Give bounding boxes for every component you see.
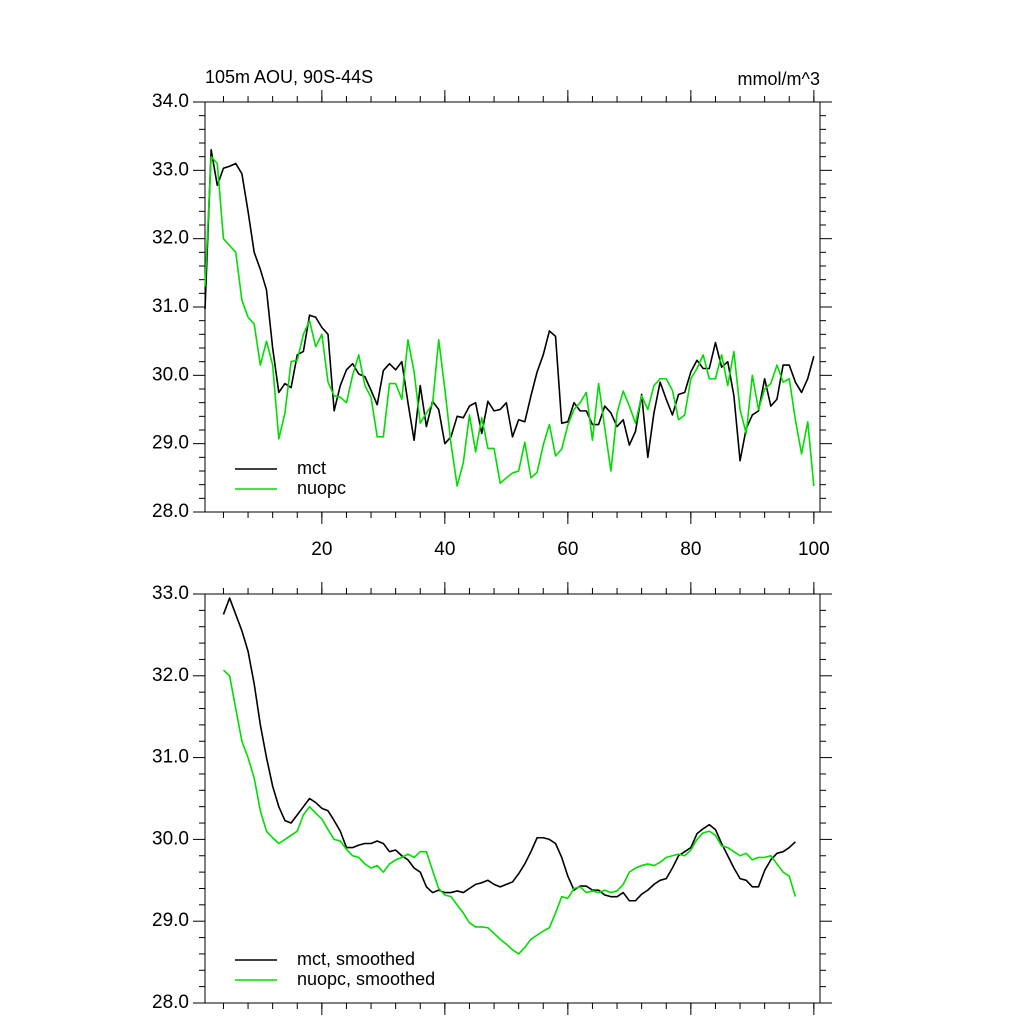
y-tick-label: 34.0: [152, 91, 189, 112]
legend-label: mct, smoothed: [297, 949, 415, 969]
plot-frame: [204, 101, 821, 513]
chart-title: 105m AOU, 90S-44S: [205, 67, 373, 87]
x-tick-label: 60: [557, 539, 578, 560]
plot-frame: [204, 593, 821, 1004]
y-tick-label: 28.0: [152, 992, 189, 1013]
y-tick-label: 28.0: [152, 501, 189, 522]
y-tick-label: 30.0: [152, 828, 189, 849]
legend-label: nuopc: [297, 478, 346, 498]
y-tick-label: 29.0: [152, 910, 189, 931]
x-tick-label: 20: [311, 539, 332, 560]
y-tick-label: 33.0: [152, 583, 189, 604]
y-tick-label: 31.0: [152, 747, 189, 768]
x-tick-label: 80: [680, 539, 701, 560]
y-tick-label: 31.0: [152, 296, 189, 317]
series-line: [204, 149, 815, 462]
series-line: [222, 669, 797, 955]
units-label: mmol/m^3: [738, 69, 820, 89]
series-line: [222, 597, 796, 902]
y-tick-label: 29.0: [152, 433, 189, 454]
x-tick-label: 40: [434, 539, 455, 560]
y-tick-label: 33.0: [152, 159, 189, 180]
y-tick-label: 32.0: [152, 665, 189, 686]
y-tick-label: 30.0: [152, 364, 189, 385]
legend-label: mct: [297, 458, 326, 478]
x-tick-label: 100: [798, 539, 830, 560]
series-line: [204, 155, 815, 487]
y-tick-label: 32.0: [152, 228, 189, 249]
legend-label: nuopc, smoothed: [297, 969, 435, 989]
